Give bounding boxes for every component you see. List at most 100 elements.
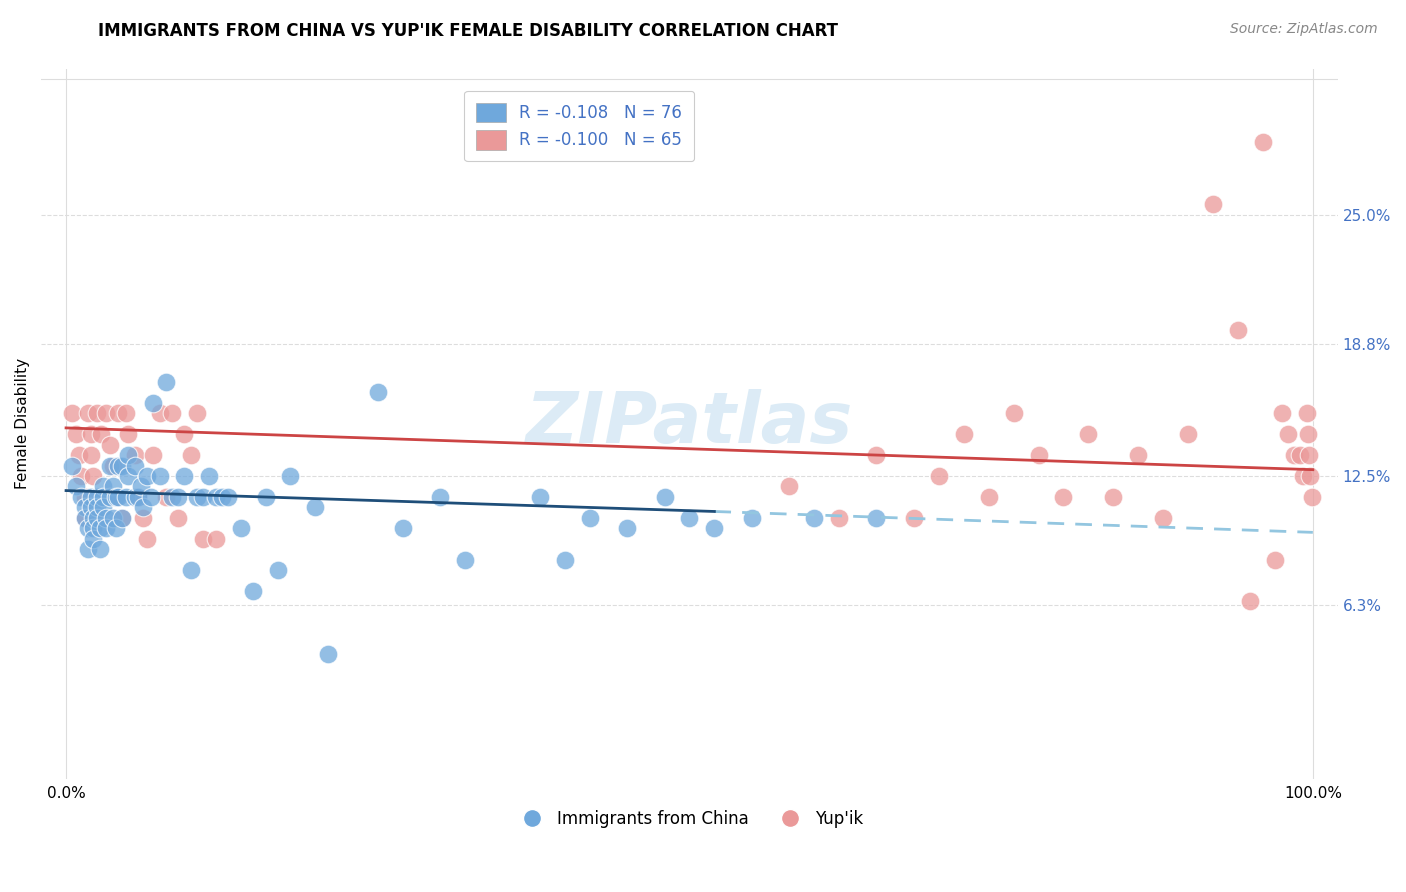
Point xyxy=(127,490,149,504)
Point xyxy=(167,510,190,524)
Point xyxy=(1282,448,1305,462)
Point xyxy=(1002,406,1025,420)
Point xyxy=(367,385,389,400)
Point xyxy=(77,406,100,420)
Point xyxy=(454,552,477,566)
Point xyxy=(60,458,83,473)
Point xyxy=(82,510,104,524)
Point xyxy=(678,510,700,524)
Point xyxy=(186,406,208,420)
Point xyxy=(111,458,134,473)
Point xyxy=(304,500,326,515)
Point xyxy=(1299,469,1322,483)
Point xyxy=(1152,510,1174,524)
Point xyxy=(117,448,139,462)
Point xyxy=(67,448,90,462)
Point xyxy=(98,458,121,473)
Point xyxy=(103,510,125,524)
Point xyxy=(77,542,100,557)
Point xyxy=(865,448,887,462)
Point xyxy=(94,406,117,420)
Point xyxy=(703,521,725,535)
Point xyxy=(139,490,162,504)
Point xyxy=(1102,490,1125,504)
Point xyxy=(1301,490,1323,504)
Point xyxy=(193,532,215,546)
Point xyxy=(1292,469,1315,483)
Point xyxy=(391,521,413,535)
Point xyxy=(93,500,115,515)
Point xyxy=(1177,427,1199,442)
Point xyxy=(104,490,127,504)
Point xyxy=(132,510,155,524)
Point xyxy=(93,490,115,504)
Point xyxy=(173,469,195,483)
Point xyxy=(115,490,138,504)
Point xyxy=(82,469,104,483)
Point xyxy=(1239,594,1261,608)
Point xyxy=(80,500,103,515)
Point xyxy=(977,490,1000,504)
Point xyxy=(142,448,165,462)
Point xyxy=(82,532,104,546)
Point xyxy=(1277,427,1299,442)
Point xyxy=(1202,197,1225,211)
Point xyxy=(111,510,134,524)
Point xyxy=(73,500,96,515)
Point xyxy=(103,479,125,493)
Point xyxy=(124,490,146,504)
Point xyxy=(198,469,221,483)
Point xyxy=(1298,448,1320,462)
Point xyxy=(828,510,851,524)
Point xyxy=(741,510,763,524)
Point xyxy=(654,490,676,504)
Point xyxy=(142,396,165,410)
Point xyxy=(124,448,146,462)
Point xyxy=(778,479,800,493)
Point xyxy=(242,583,264,598)
Point xyxy=(578,510,600,524)
Point xyxy=(80,448,103,462)
Point xyxy=(98,437,121,451)
Point xyxy=(155,490,177,504)
Point xyxy=(267,563,290,577)
Point xyxy=(89,542,111,557)
Point xyxy=(1271,406,1294,420)
Point xyxy=(903,510,925,524)
Point xyxy=(865,510,887,524)
Point xyxy=(93,490,115,504)
Point xyxy=(1052,490,1074,504)
Point xyxy=(124,458,146,473)
Point xyxy=(117,469,139,483)
Point xyxy=(180,563,202,577)
Point xyxy=(111,510,134,524)
Point xyxy=(80,427,103,442)
Point xyxy=(803,510,825,524)
Point xyxy=(928,469,950,483)
Point xyxy=(167,490,190,504)
Point xyxy=(1251,135,1274,149)
Point xyxy=(1289,448,1312,462)
Point xyxy=(70,469,93,483)
Point xyxy=(1227,323,1250,337)
Text: Source: ZipAtlas.com: Source: ZipAtlas.com xyxy=(1230,22,1378,37)
Point xyxy=(217,490,239,504)
Point xyxy=(229,521,252,535)
Point xyxy=(616,521,638,535)
Point xyxy=(103,458,125,473)
Point xyxy=(132,500,155,515)
Point xyxy=(155,375,177,389)
Point xyxy=(180,448,202,462)
Point xyxy=(160,490,183,504)
Point xyxy=(98,490,121,504)
Point xyxy=(73,510,96,524)
Point xyxy=(86,500,108,515)
Point xyxy=(316,647,339,661)
Point xyxy=(211,490,233,504)
Point xyxy=(77,521,100,535)
Text: ZIPatlas: ZIPatlas xyxy=(526,389,853,458)
Point xyxy=(186,490,208,504)
Point xyxy=(952,427,974,442)
Point xyxy=(104,490,127,504)
Point xyxy=(148,406,170,420)
